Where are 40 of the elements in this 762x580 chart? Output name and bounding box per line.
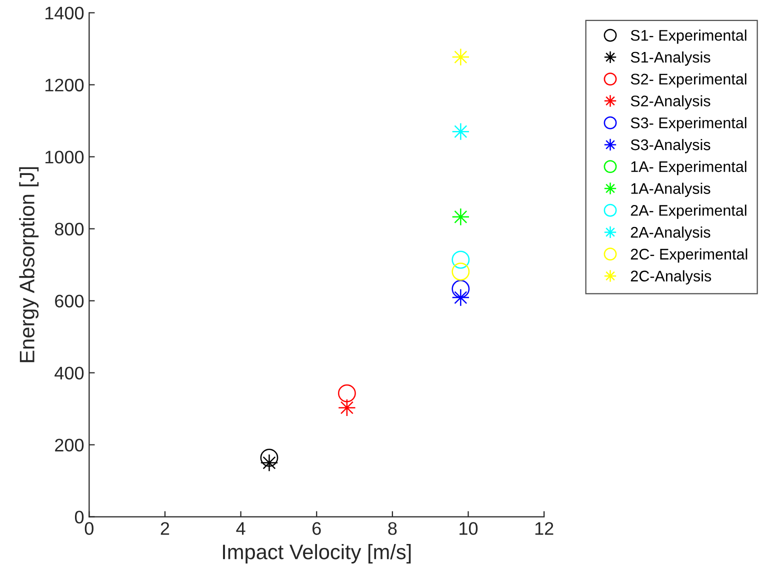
point [452,262,470,281]
x-tick-label: 12 [535,522,554,535]
y-tick-label: 400 [54,366,84,380]
legend-label: S1- Experimental [630,30,746,44]
y-axis-title: Energy Absorption [J] [19,167,39,362]
point [452,288,470,306]
y-tick-label: 200 [55,438,84,452]
legend-label: S1-Analysis [630,51,710,66]
x-tick-label: 4 [236,522,246,535]
legend-label: 2A-Analysis [630,226,710,241]
point [452,208,470,226]
legend-label: S2- Experimental [630,73,746,88]
x-tick-label: 8 [388,522,397,535]
legend-label: 2C-Analysis [630,270,712,284]
legend-label: 1A- Experimental [631,160,746,176]
x-tick-label: 2 [160,522,170,535]
x-tick-label: 0 [84,522,94,535]
y-tick-label: 600 [55,294,84,308]
legend-label: S2-Analysis [630,95,710,110]
y-tick-label: 0 [74,510,84,524]
x-tick-label: 10 [460,522,478,535]
y-tick-label: 1000 [46,150,84,164]
legend-label: S3-Analysis [630,138,710,154]
x-tick-label: 6 [312,522,321,535]
point [260,454,278,472]
point [260,448,278,467]
x-axis-title: Impact Velocity [m/s] [223,544,411,564]
point [338,384,356,402]
y-tick-label: 800 [54,222,84,236]
y-tick-label: 1400 [46,6,84,20]
point [452,250,470,269]
point [338,398,356,417]
legend-label: S3- Experimental [630,117,746,132]
legend-label: 1A-Analysis [631,182,710,197]
point [452,122,470,141]
point [452,48,470,66]
point [452,280,470,298]
legend-label: 2C- Experimental [630,248,748,263]
y-tick-label: 1200 [46,78,84,92]
legend-label: 2A- Experimental [630,204,746,219]
